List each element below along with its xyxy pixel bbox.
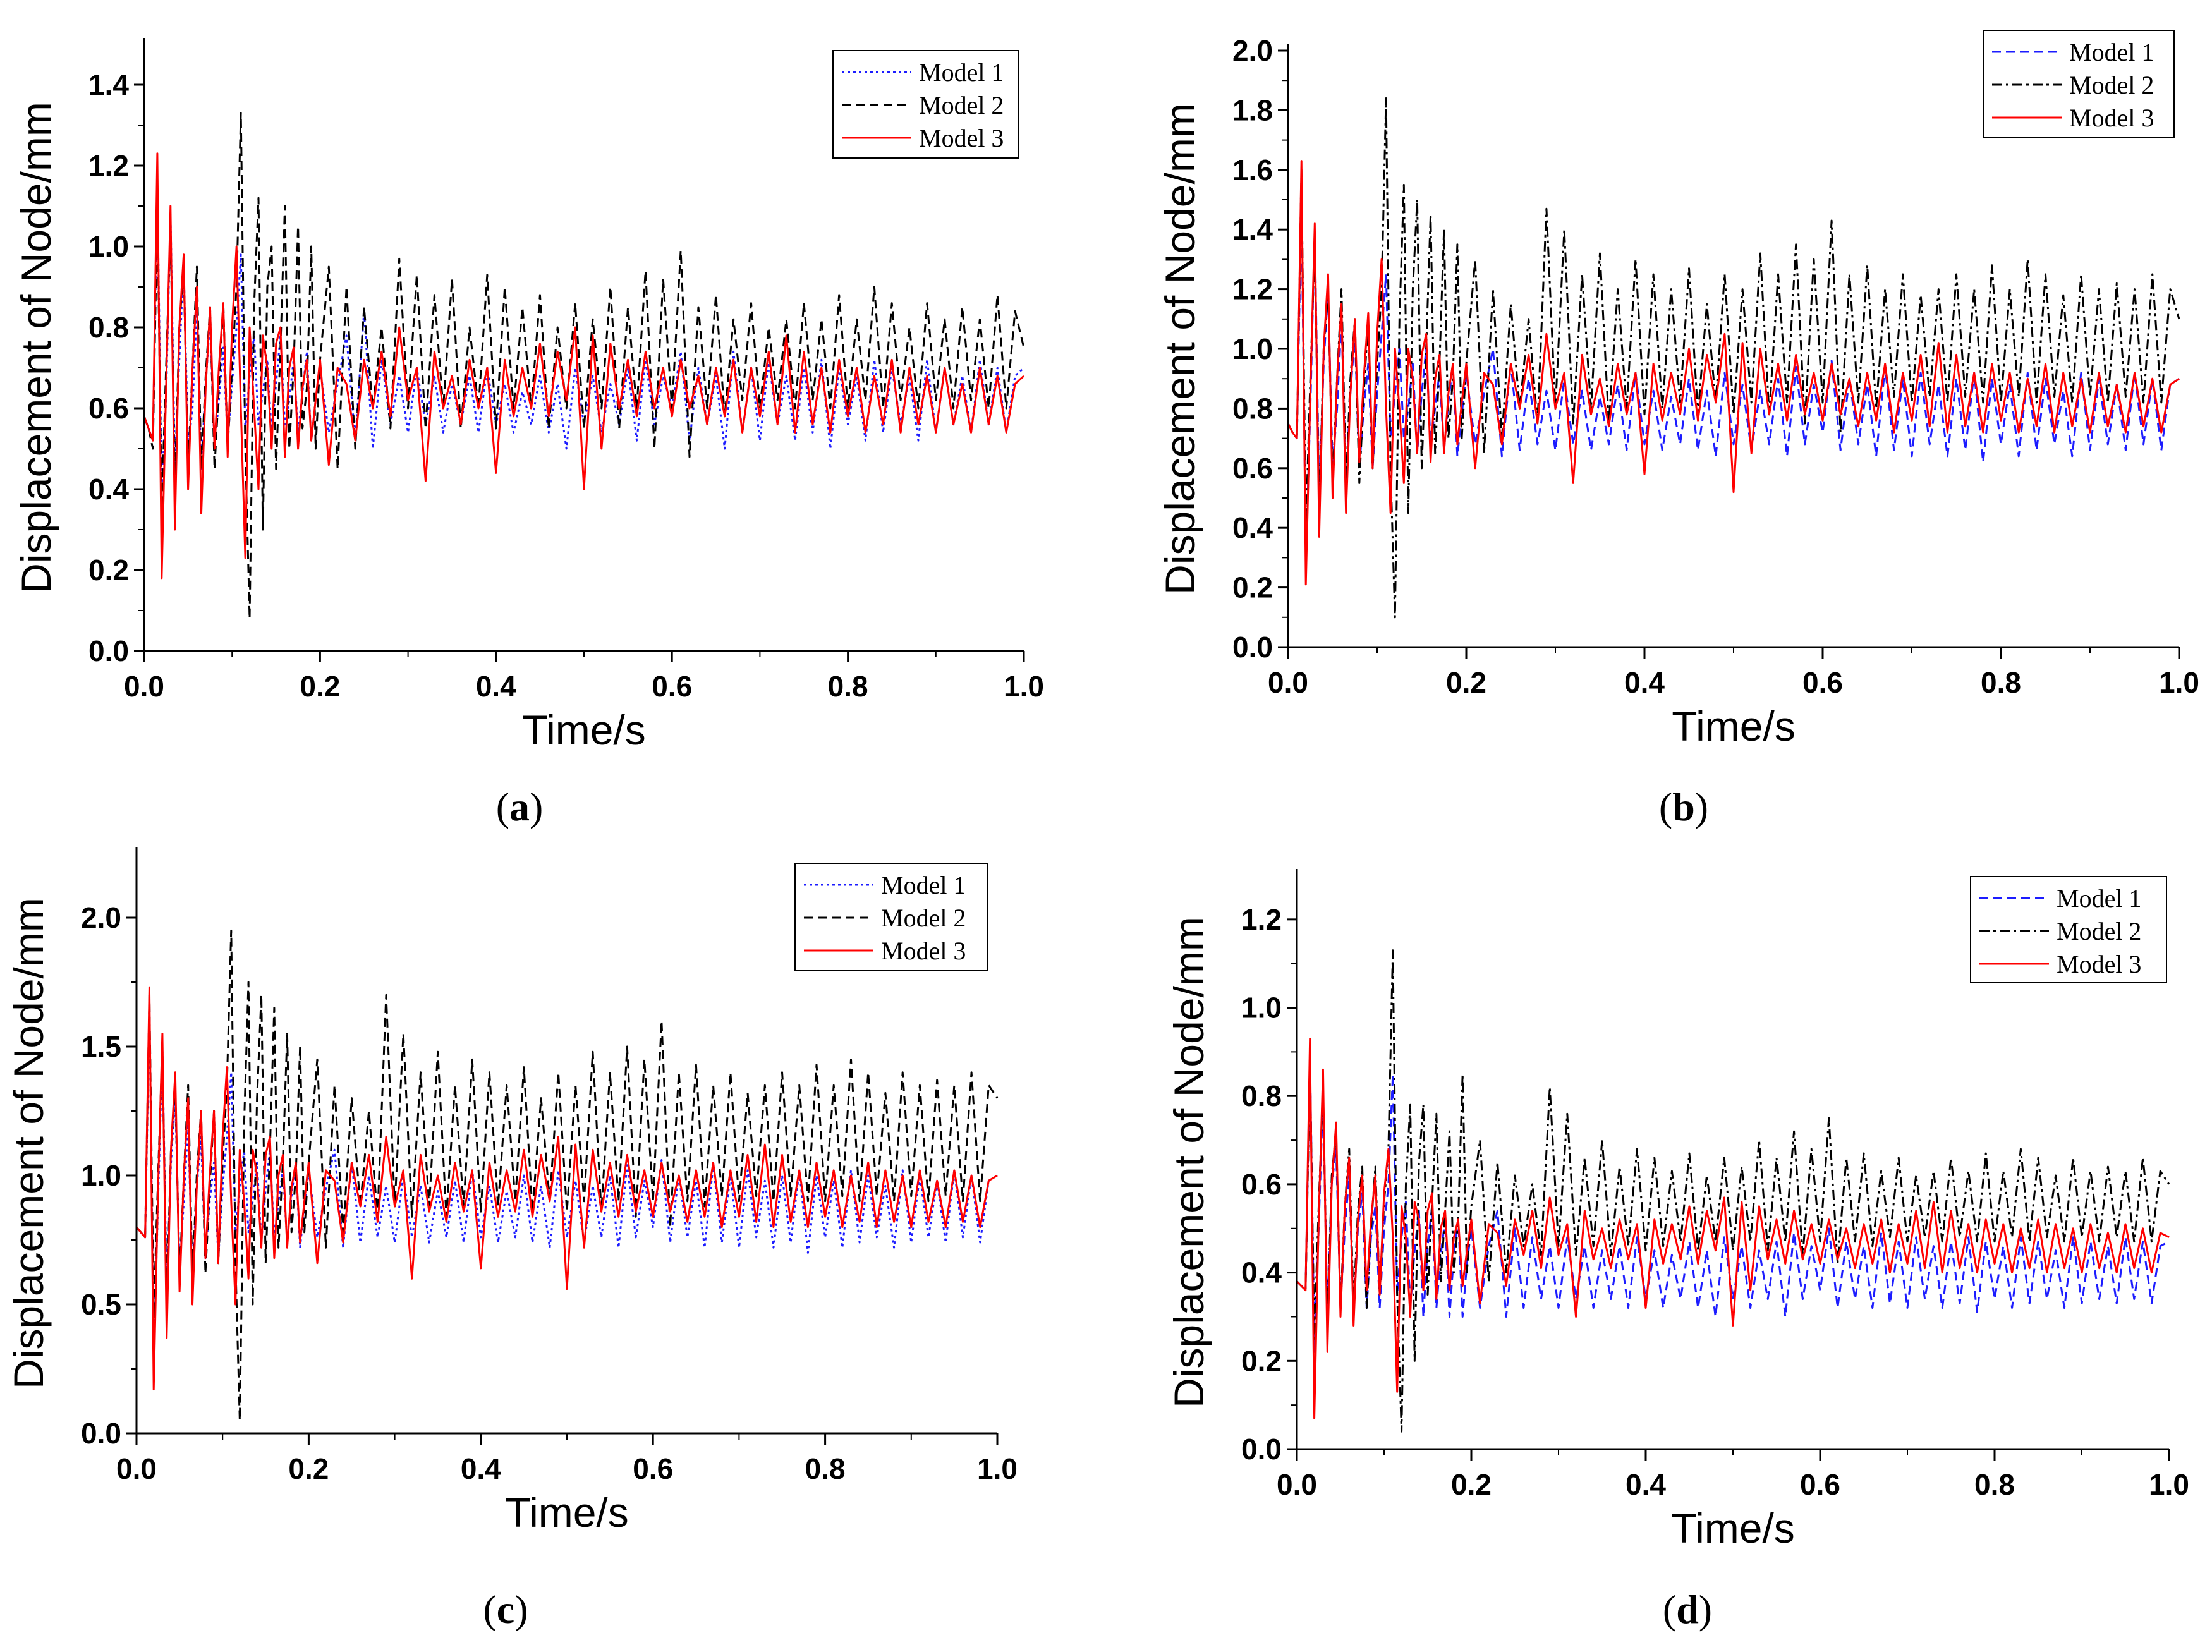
y-tick-label: 0.0 bbox=[1232, 631, 1273, 664]
y-axis-title: Displacement of Node/mm bbox=[1157, 103, 1203, 595]
x-tick-label: 0.2 bbox=[288, 1452, 329, 1485]
series-line-model-2 bbox=[1296, 949, 2170, 1433]
x-tick-label: 0.2 bbox=[300, 670, 340, 703]
x-axis-title: Time/s bbox=[1671, 1505, 1795, 1552]
series-line-model-3 bbox=[1296, 1037, 2170, 1419]
y-tick-label: 0.8 bbox=[1232, 392, 1273, 425]
chart-panel-b: 0.0 0.2 0.4 0.6 0.8 1.0 0.0 0.2 0.4 0.6 0.8 1.0 1.2 1… bbox=[1157, 30, 2199, 829]
y-tick-label: 2.0 bbox=[1232, 34, 1273, 67]
chart-panel-c: 0.0 0.2 0.4 0.6 0.8 1.0 0.0 0.5 1.0 1.5 2.0 Time/s D… bbox=[5, 847, 1018, 1632]
legend-label: Model 3 bbox=[2069, 104, 2154, 132]
series-line-model-2 bbox=[143, 112, 1025, 620]
series-line-model-1 bbox=[1296, 1050, 2170, 1353]
legend-label: Model 3 bbox=[919, 124, 1004, 152]
x-tick-label: 0.0 bbox=[124, 670, 164, 703]
x-tick-label: 0.6 bbox=[633, 1452, 673, 1485]
y-tick-label: 1.4 bbox=[1232, 213, 1273, 246]
legend-label: Model 3 bbox=[2057, 950, 2141, 978]
x-tick-label: 0.6 bbox=[1800, 1468, 1840, 1501]
x-tick-label: 1.0 bbox=[1004, 670, 1044, 703]
x-tick-label: 0.2 bbox=[1446, 666, 1486, 699]
y-tick-label: 0.0 bbox=[1241, 1433, 1282, 1466]
x-axis-title: Time/s bbox=[505, 1489, 629, 1536]
y-tick-label: 2.0 bbox=[81, 901, 121, 934]
y-axis-title: Displacement of Node/mm bbox=[1165, 916, 1212, 1408]
legend-label: Model 2 bbox=[919, 91, 1004, 119]
y-tick-label: 1.5 bbox=[81, 1030, 121, 1063]
y-tick-label: 1.2 bbox=[88, 149, 129, 182]
legend-label: Model 3 bbox=[881, 937, 966, 965]
x-tick-label: 0.6 bbox=[1802, 666, 1843, 699]
y-tick-label: 1.2 bbox=[1232, 273, 1273, 306]
series-line-model-1 bbox=[1287, 198, 2180, 559]
y-tick-label: 0.6 bbox=[88, 392, 129, 425]
legend-label: Model 2 bbox=[2069, 71, 2154, 99]
y-tick-label: 0.4 bbox=[1232, 511, 1273, 544]
y-axis-title: Displacement of Node/mm bbox=[13, 102, 59, 593]
y-tick-label: 0.8 bbox=[88, 311, 129, 344]
y-tick-label: 0.4 bbox=[88, 473, 129, 506]
x-axis-title: Time/s bbox=[1672, 703, 1796, 750]
x-tick-label: 0.4 bbox=[1624, 666, 1665, 699]
y-tick-label: 0.4 bbox=[1241, 1256, 1282, 1289]
x-tick-label: 1.0 bbox=[2159, 666, 2199, 699]
x-tick-label: 0.0 bbox=[116, 1452, 157, 1485]
panel-caption: (d) bbox=[1663, 1587, 1712, 1632]
y-tick-label: 0.6 bbox=[1241, 1168, 1282, 1201]
series-line-model-3 bbox=[1287, 160, 2180, 586]
y-tick-label: 0.2 bbox=[88, 554, 129, 586]
legend-label: Model 1 bbox=[919, 58, 1004, 87]
y-tick-label: 1.8 bbox=[1232, 94, 1273, 126]
y-tick-label: 0.0 bbox=[88, 635, 129, 667]
series-line-model-1 bbox=[135, 1007, 998, 1357]
panel-caption: (c) bbox=[483, 1587, 528, 1632]
y-tick-label: 0.5 bbox=[81, 1288, 121, 1321]
y-tick-label: 0.8 bbox=[1241, 1079, 1282, 1112]
y-tick-label: 1.0 bbox=[81, 1159, 121, 1192]
x-tick-label: 1.0 bbox=[977, 1452, 1018, 1485]
y-tick-label: 1.0 bbox=[88, 230, 129, 263]
legend-label: Model 2 bbox=[881, 904, 966, 932]
series-line-model-2 bbox=[1287, 97, 2180, 619]
x-tick-label: 0.4 bbox=[461, 1452, 501, 1485]
legend-label: Model 1 bbox=[2057, 884, 2141, 913]
series-line-model-2 bbox=[135, 929, 999, 1422]
y-tick-label: 0.2 bbox=[1241, 1344, 1282, 1377]
x-tick-label: 0.6 bbox=[652, 670, 692, 703]
x-tick-label: 0.4 bbox=[1626, 1468, 1666, 1501]
y-tick-label: 1.0 bbox=[1241, 992, 1282, 1024]
y-tick-label: 0.0 bbox=[81, 1417, 121, 1450]
x-tick-label: 1.0 bbox=[2149, 1468, 2189, 1501]
legend-box bbox=[794, 863, 988, 971]
legend-label: Model 2 bbox=[2057, 917, 2141, 945]
legend-label: Model 1 bbox=[881, 871, 966, 899]
panel-caption: (a) bbox=[496, 784, 544, 829]
x-tick-label: 0.4 bbox=[476, 670, 516, 703]
x-tick-label: 0.2 bbox=[1451, 1468, 1492, 1501]
x-tick-label: 0.8 bbox=[805, 1452, 846, 1485]
legend-label: Model 1 bbox=[2069, 38, 2154, 66]
legend-box bbox=[1970, 876, 2167, 983]
x-tick-label: 0.0 bbox=[1277, 1468, 1317, 1501]
chart-panel-d: 0.0 0.2 0.4 0.6 0.8 1.0 0.0 0.2 0.4 0.6 0.8 1.0 1.2 T… bbox=[1165, 869, 2189, 1632]
y-tick-label: 1.2 bbox=[1241, 903, 1282, 936]
x-tick-label: 0.8 bbox=[1974, 1468, 2015, 1501]
x-tick-label: 0.0 bbox=[1268, 666, 1308, 699]
y-tick-label: 0.2 bbox=[1232, 571, 1273, 604]
panel-caption: (b) bbox=[1659, 784, 1708, 829]
series-line-model-3 bbox=[135, 986, 998, 1391]
y-tick-label: 1.6 bbox=[1232, 154, 1273, 186]
y-tick-label: 1.0 bbox=[1232, 332, 1273, 365]
x-tick-label: 0.8 bbox=[828, 670, 868, 703]
y-tick-label: 1.4 bbox=[88, 68, 129, 101]
y-axis-title: Displacement of Node/mm bbox=[5, 897, 52, 1389]
series-line-model-3 bbox=[143, 152, 1025, 580]
y-tick-label: 0.6 bbox=[1232, 452, 1273, 485]
chart-panel-a: 0.0 0.2 0.4 0.6 0.8 1.0 0.0 0.2 0.4 0.6 0.8 1.0 1.2 1… bbox=[13, 38, 1044, 829]
x-tick-label: 0.8 bbox=[1981, 666, 2021, 699]
x-axis-title: Time/s bbox=[522, 707, 646, 753]
